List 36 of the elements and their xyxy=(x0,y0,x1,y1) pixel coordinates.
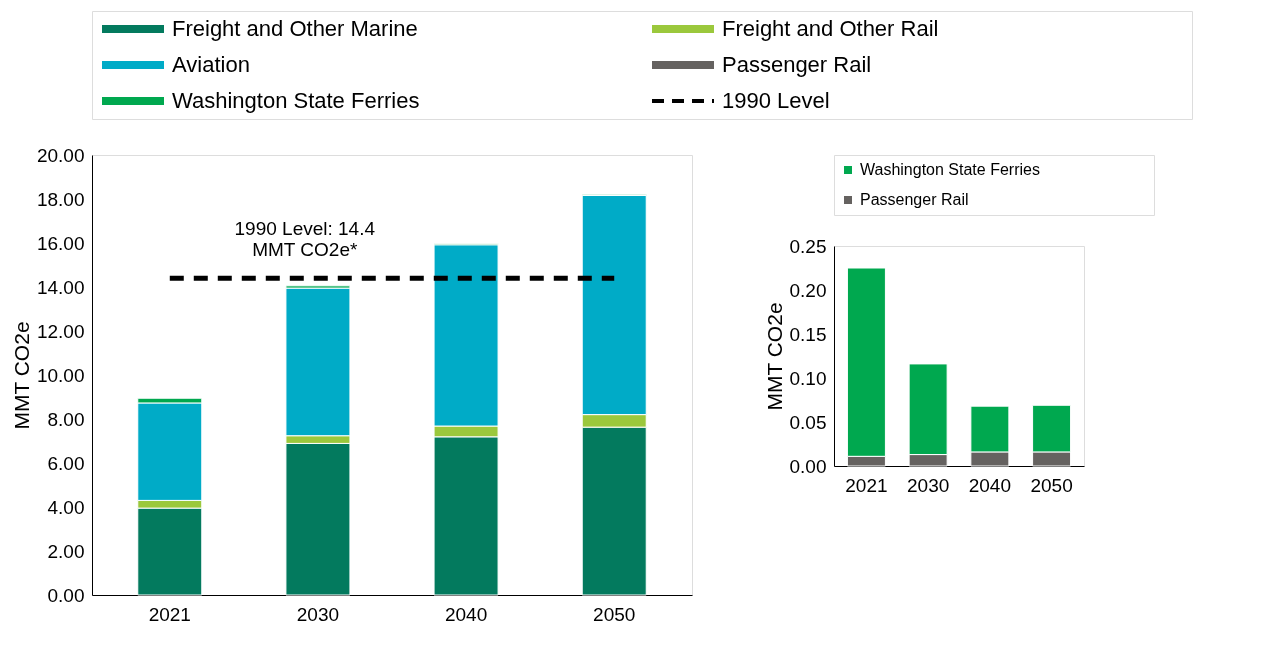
x-tick-label: 2021 xyxy=(845,474,888,496)
legend-label: Washington State Ferries xyxy=(172,88,420,113)
y-tick-label: 0.20 xyxy=(789,279,827,301)
y-tick-label: 0.10 xyxy=(789,367,827,389)
y-tick-label: 6.00 xyxy=(47,452,85,474)
legend-label: Freight and Other Marine xyxy=(172,16,418,41)
y-tick-label: 2.00 xyxy=(47,540,85,562)
y-tick-label: 12.00 xyxy=(36,320,85,342)
x-tick-label: 2040 xyxy=(968,474,1011,496)
x-tick-label: 2040 xyxy=(444,603,488,625)
y-tick-label: 0.00 xyxy=(47,584,85,606)
y-tick-label: 20.00 xyxy=(36,144,85,166)
y-tick-label: 0.00 xyxy=(789,455,827,477)
y-tick-label: 4.00 xyxy=(47,496,85,518)
x-tick-label: 2030 xyxy=(296,603,340,625)
legend-label: 1990 Level xyxy=(722,88,830,113)
y-tick-label: 8.00 xyxy=(47,408,85,430)
y-tick-label: 16.00 xyxy=(36,232,85,254)
x-tick-label: 2030 xyxy=(907,474,950,496)
y-tick-label: 14.00 xyxy=(36,276,85,298)
y-tick-label: 0.15 xyxy=(789,323,827,345)
x-tick-label: 2050 xyxy=(1030,474,1073,496)
y-tick-label: 0.05 xyxy=(789,411,827,433)
y-tick-label: 18.00 xyxy=(36,188,85,210)
y-axis-title: MMT CO2e xyxy=(9,321,33,430)
legend-label: Passenger Rail xyxy=(860,191,969,208)
legend-label: Passenger Rail xyxy=(722,52,872,77)
legend-label: Freight and Other Rail xyxy=(722,16,939,41)
y-tick-label: 10.00 xyxy=(36,364,85,386)
legend-label: Washington State Ferries xyxy=(860,161,1040,178)
legend-label: Aviation xyxy=(172,52,250,77)
annotation: 1990 Level: 14.4 MMT CO2e* xyxy=(234,218,376,261)
x-tick-label: 2050 xyxy=(593,603,636,625)
y-tick-label: 0.25 xyxy=(789,235,827,257)
y-axis-title: MMT CO2e xyxy=(762,302,786,411)
x-tick-label: 2021 xyxy=(148,603,191,625)
